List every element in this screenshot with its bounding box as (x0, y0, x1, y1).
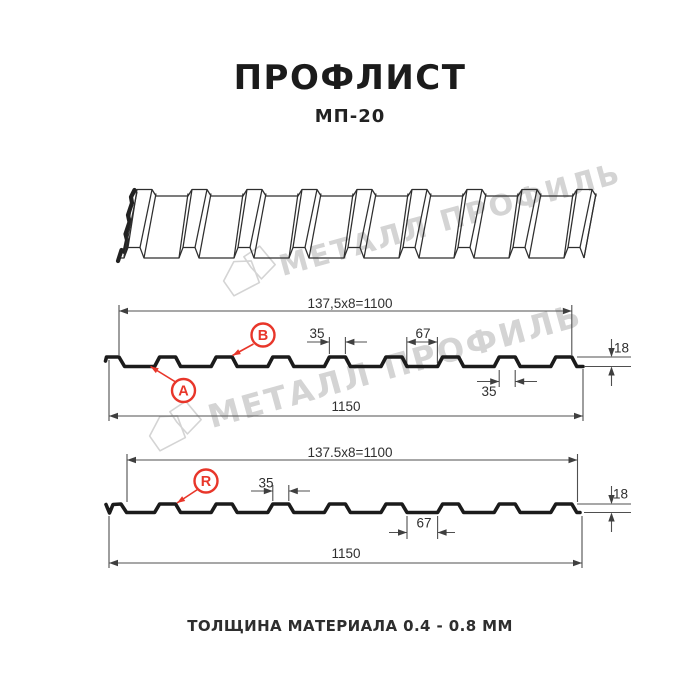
dimension-arrow (127, 457, 136, 463)
dimension-arrow (569, 457, 578, 463)
dim-valley-width-label: 67 (415, 326, 430, 341)
brand-watermark-lower: МЕТАЛЛ ПРОФИЛЬ (143, 293, 586, 452)
brand-logo-icon (219, 257, 261, 298)
dimension-lines (109, 305, 631, 568)
dimension-arrow (398, 529, 407, 535)
dimension-arrow (109, 560, 118, 566)
brand-logo-icon (242, 243, 278, 281)
sheet-rib-edge (195, 190, 207, 248)
sheet-rib-edge (584, 194, 596, 259)
dim-formula-label: 137,5x8=1100 (308, 296, 393, 311)
point-label-b: В (258, 328, 268, 344)
dimension-arrow (608, 367, 614, 376)
brand-logo-icon (168, 398, 204, 436)
technical-drawing: МЕТАЛЛ ПРОФИЛЬ МЕТАЛЛ ПРОФИЛЬ 137,5x8=11… (0, 0, 700, 700)
dimension-arrow (608, 513, 614, 522)
dim-formula-label: 137.5x8=1100 (308, 445, 393, 460)
thickness-note: ТОЛЩИНА МАТЕРИАЛА 0.4 - 0.8 ММ (0, 617, 700, 635)
leader-arrow (233, 349, 241, 355)
dimension-arrow (574, 413, 583, 419)
dim-total-width-label: 1150 (331, 399, 360, 414)
point-label-a: А (178, 384, 189, 400)
sheet-rib-edge (144, 194, 156, 259)
sheet-rib-edge (250, 190, 262, 248)
point-label-r: R (201, 474, 212, 490)
sheet-rib-edge (199, 194, 211, 259)
page: ПРОФЛИСТ МП-20 МЕТАЛЛ ПРОФИЛЬ МЕТАЛЛ ПРО… (0, 0, 700, 700)
leader-arrow (177, 496, 185, 503)
dimension-arrow (289, 488, 298, 494)
sheet-rib-edge (140, 190, 152, 248)
dimension-arrow (109, 413, 118, 419)
dimension-arrow (438, 529, 447, 535)
dim-crest-width-label: 35 (258, 476, 273, 491)
dimension-arrow (345, 339, 354, 345)
dim-valley-width-label: 67 (416, 516, 431, 531)
dim-height-label: 18 (613, 487, 628, 502)
sheet-rib-edge (254, 194, 266, 259)
leader-arrow (151, 367, 159, 374)
dimension-arrow (119, 308, 128, 314)
dim-height-label: 18 (614, 341, 629, 356)
brand-logo-icon (145, 412, 187, 453)
profile-outline-bottom (106, 504, 580, 513)
brand-watermark-upper: МЕТАЛЛ ПРОФИЛЬ (217, 148, 625, 298)
dim-total-width-label: 1150 (331, 546, 360, 561)
dim-crest-width-lower-label: 35 (481, 384, 496, 399)
dimension-arrow (573, 560, 582, 566)
dimension-arrow (515, 378, 524, 384)
dim-crest-width-label: 35 (309, 326, 324, 341)
